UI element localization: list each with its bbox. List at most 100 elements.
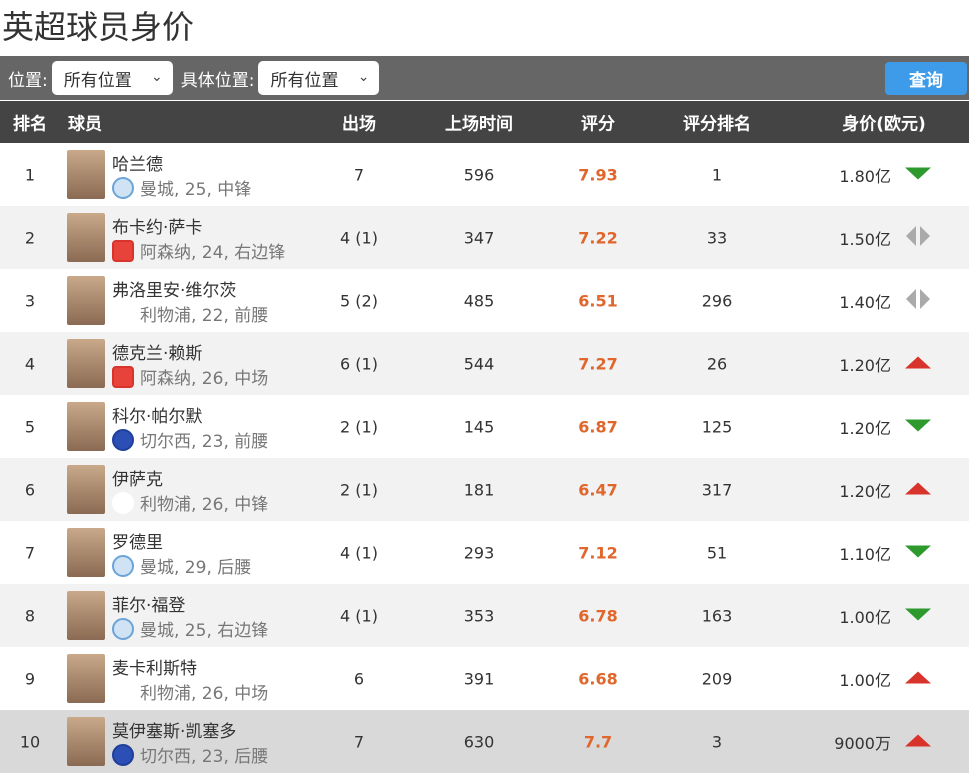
rating-rank: 26 [706, 354, 728, 373]
market-value: 1.20亿 [839, 355, 891, 375]
rating: 7.22 [578, 228, 618, 247]
player-name[interactable]: 菲尔·福登 [112, 596, 186, 616]
player-name[interactable]: 莫伊塞斯·凯塞多 [112, 722, 237, 742]
trend-up-icon [905, 356, 931, 368]
col-apps[interactable]: 出场 [342, 114, 376, 135]
player-photo[interactable] [67, 402, 105, 451]
club-logo-icon [112, 554, 134, 577]
player-name[interactable]: 科尔·帕尔默 [112, 407, 203, 427]
rank: 10 [19, 732, 41, 751]
player-name[interactable]: 布卡约·萨卡 [112, 218, 203, 238]
col-rating[interactable]: 评分 [581, 114, 615, 135]
rank: 2 [24, 228, 36, 247]
rating-rank: 296 [701, 291, 733, 310]
table-row[interactable]: 7 罗德里 曼城, 29, 后腰 4 (1) 293 7.12 51 1.10亿 [0, 521, 969, 584]
table-row[interactable]: 1 哈兰德 曼城, 25, 中锋 7 596 7.93 1 1.80亿 [0, 143, 969, 206]
table-row[interactable]: 10 莫伊塞斯·凯塞多 切尔西, 23, 后腰 7 630 7.7 3 9000… [0, 710, 969, 773]
player-photo[interactable] [67, 465, 105, 514]
trend-up-icon [905, 482, 931, 494]
minutes: 485 [463, 291, 495, 310]
rating: 7.27 [578, 354, 618, 373]
query-button[interactable]: 查询 [885, 62, 967, 95]
club-logo-icon [112, 302, 134, 325]
player-info: 曼城, 25, 右边锋 [112, 616, 268, 641]
rating-rank: 317 [701, 480, 733, 499]
apps: 7 [353, 165, 365, 184]
col-rank[interactable]: 排名 [13, 114, 47, 135]
table-row[interactable]: 9 麦卡利斯特 利物浦, 26, 中场 6 391 6.68 209 1.00亿 [0, 647, 969, 710]
trend-indicator [905, 354, 931, 373]
table-row[interactable]: 8 菲尔·福登 曼城, 25, 右边锋 4 (1) 353 6.78 163 1… [0, 584, 969, 647]
player-name[interactable]: 德克兰·赖斯 [112, 344, 203, 364]
club-logo-icon [112, 428, 134, 451]
minutes: 391 [463, 669, 495, 688]
player-name[interactable]: 伊萨克 [112, 470, 163, 490]
player-info: 切尔西, 23, 后腰 [112, 742, 268, 767]
player-photo[interactable] [67, 276, 105, 325]
player-photo[interactable] [67, 213, 105, 262]
table-row[interactable]: 5 科尔·帕尔默 切尔西, 23, 前腰 2 (1) 145 6.87 125 … [0, 395, 969, 458]
player-photo[interactable] [67, 339, 105, 388]
trend-flat-icon [906, 225, 930, 246]
position-select[interactable]: 所有位置 ⌄ [51, 61, 173, 95]
minutes: 544 [463, 354, 495, 373]
trend-indicator [905, 669, 931, 688]
market-value: 1.40亿 [839, 292, 891, 312]
apps: 6 (1) [340, 354, 378, 373]
col-minutes[interactable]: 上场时间 [445, 114, 513, 135]
trend-flat-icon [906, 288, 930, 309]
table-row[interactable]: 6 伊萨克 利物浦, 26, 中锋 2 (1) 181 6.47 317 1.2… [0, 458, 969, 521]
apps: 4 (1) [340, 543, 378, 562]
trend-down-icon [905, 545, 931, 557]
player-info-text: 利物浦, 22, 前腰 [140, 306, 269, 326]
player-name[interactable]: 罗德里 [112, 533, 163, 553]
detail-position-select[interactable]: 所有位置 ⌄ [258, 61, 380, 95]
chevron-down-icon: ⌄ [151, 69, 163, 85]
rank: 4 [24, 354, 36, 373]
position-select-value: 所有位置 [63, 70, 132, 91]
player-photo[interactable] [67, 528, 105, 577]
chevron-down-icon: ⌄ [357, 69, 370, 85]
player-name[interactable]: 哈兰德 [112, 155, 163, 175]
player-name[interactable]: 麦卡利斯特 [112, 659, 197, 679]
table-row[interactable]: 3 弗洛里安·维尔茨 利物浦, 22, 前腰 5 (2) 485 6.51 29… [0, 269, 969, 332]
apps: 2 (1) [340, 480, 378, 499]
trend-indicator [905, 732, 931, 751]
club-logo-icon [112, 491, 134, 514]
col-player[interactable]: 球员 [68, 114, 102, 135]
player-info: 利物浦, 26, 中锋 [112, 490, 268, 515]
player-photo[interactable] [67, 150, 105, 199]
player-info-text: 切尔西, 23, 前腰 [140, 432, 269, 452]
minutes: 181 [463, 480, 495, 499]
trend-indicator [905, 288, 931, 314]
table-row[interactable]: 4 德克兰·赖斯 阿森纳, 26, 中场 6 (1) 544 7.27 26 1… [0, 332, 969, 395]
col-value[interactable]: 身价(欧元) [842, 114, 926, 135]
market-value: 1.20亿 [839, 418, 891, 438]
minutes: 347 [463, 228, 495, 247]
player-photo[interactable] [67, 591, 105, 640]
player-name[interactable]: 弗洛里安·维尔茨 [112, 281, 237, 301]
market-value: 1.00亿 [839, 670, 891, 690]
trend-indicator [905, 225, 931, 251]
market-value: 1.20亿 [839, 481, 891, 501]
apps: 4 (1) [340, 606, 378, 625]
player-photo[interactable] [67, 654, 105, 703]
minutes: 596 [463, 165, 495, 184]
player-photo[interactable] [67, 717, 105, 766]
table-row[interactable]: 2 布卡约·萨卡 阿森纳, 24, 右边锋 4 (1) 347 7.22 33 … [0, 206, 969, 269]
rank: 3 [24, 291, 36, 310]
club-logo-icon [112, 176, 134, 199]
rating-rank: 1 [711, 165, 723, 184]
position-label: 位置: [8, 70, 48, 91]
trend-indicator [905, 606, 931, 625]
apps: 5 (2) [340, 291, 378, 310]
player-info: 曼城, 29, 后腰 [112, 553, 251, 578]
player-info: 切尔西, 23, 前腰 [112, 427, 268, 452]
minutes: 293 [463, 543, 495, 562]
detail-select-value: 所有位置 [270, 70, 339, 91]
trend-up-icon [905, 734, 931, 746]
rating-rank: 209 [701, 669, 733, 688]
col-rating-rank[interactable]: 评分排名 [683, 114, 751, 135]
page-title: 英超球员身价 [2, 8, 195, 46]
rating-rank: 3 [711, 732, 723, 751]
